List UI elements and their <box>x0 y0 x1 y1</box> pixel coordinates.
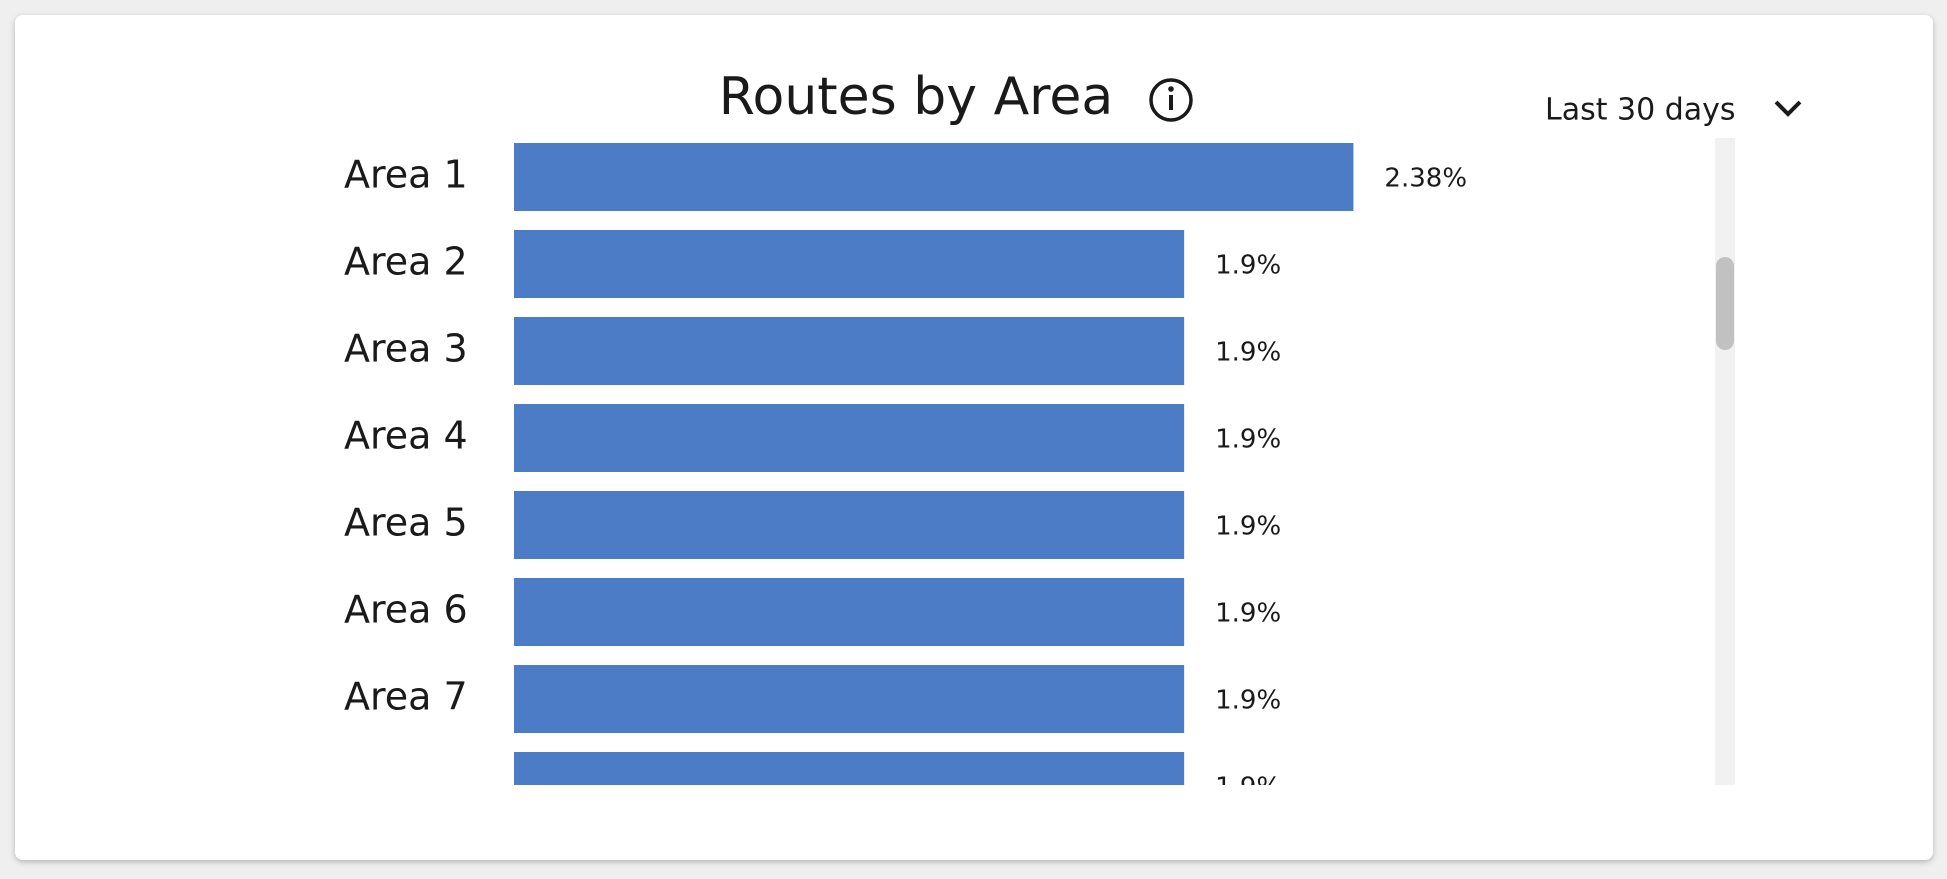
range-label: Last 30 days <box>1545 93 1736 128</box>
value-label: 1.9% <box>1215 251 1281 281</box>
bar <box>514 752 1185 785</box>
category-label: Area 6 <box>344 588 468 632</box>
value-label: 2.38% <box>1384 164 1467 194</box>
category-label: Area 7 <box>344 675 468 719</box>
plot: 2.38% Area 1 1.9% Area 2 1.9% Area 3 1.9% Area … <box>344 143 1467 803</box>
info-dot <box>1168 86 1174 92</box>
bar <box>514 230 1185 298</box>
info-stem <box>1169 95 1173 110</box>
category-label: Area 2 <box>344 240 468 284</box>
bar <box>514 578 1185 646</box>
scrollbar-thumb[interactable] <box>1716 257 1734 350</box>
category-label: Area 3 <box>344 327 468 371</box>
bar <box>514 143 1354 211</box>
chevron <box>1774 100 1802 117</box>
bar <box>514 404 1185 472</box>
bar <box>514 665 1185 733</box>
value-label: 1.9% <box>1215 599 1281 629</box>
value-label: 1.9% <box>1215 686 1281 716</box>
bar <box>514 491 1185 559</box>
value-label: 1.9% <box>1215 512 1281 542</box>
bar <box>514 317 1185 385</box>
value-label: 1.9% <box>1215 773 1281 803</box>
category-label: Area 4 <box>344 414 468 458</box>
value-label: 1.9% <box>1215 338 1281 368</box>
category-label: Area 5 <box>344 501 468 545</box>
value-label: 1.9% <box>1215 425 1281 455</box>
info-icon[interactable] <box>1149 78 1193 122</box>
info-circle <box>1149 78 1193 122</box>
range-dropdown[interactable]: Last 30 days <box>1545 93 1802 128</box>
chart-title: Routes by Area <box>719 67 1114 127</box>
category-label: Area 1 <box>344 153 468 197</box>
scrollbar-track <box>1715 138 1735 785</box>
